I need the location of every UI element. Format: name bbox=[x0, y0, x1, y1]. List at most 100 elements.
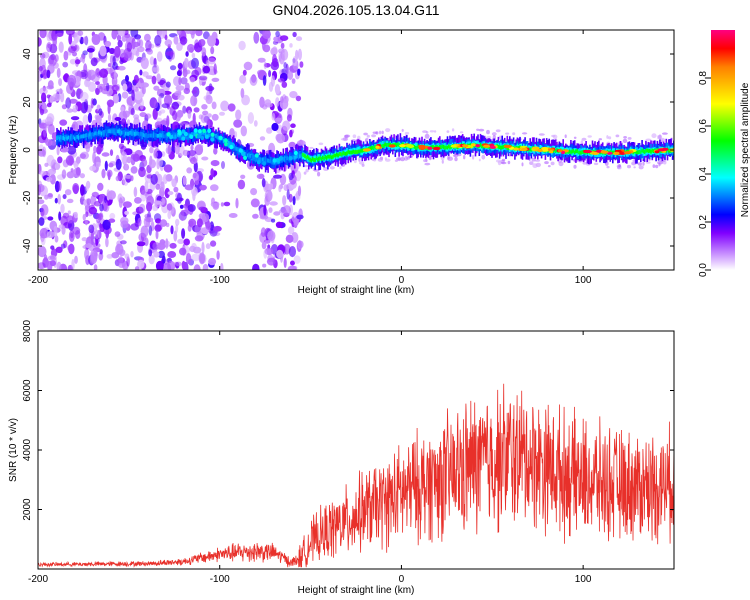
ridge-cell bbox=[665, 149, 668, 154]
ridge-peak bbox=[405, 144, 414, 148]
ridge-cell bbox=[147, 134, 150, 138]
ridge-cell bbox=[263, 158, 266, 162]
noise-blob bbox=[281, 48, 286, 61]
noise-blob bbox=[88, 224, 95, 234]
noise-blob bbox=[72, 226, 81, 235]
noise-blob bbox=[88, 206, 98, 215]
noise-blob bbox=[657, 160, 664, 165]
noise-blob bbox=[82, 114, 89, 126]
ridge-peak bbox=[531, 146, 540, 150]
noise-blob bbox=[177, 62, 183, 70]
noise-blob bbox=[491, 132, 497, 136]
noise-blob bbox=[201, 104, 208, 110]
noise-blob bbox=[107, 171, 111, 181]
noise-blob bbox=[39, 227, 49, 239]
ridge-cell bbox=[417, 144, 419, 149]
noise-blob bbox=[160, 181, 165, 192]
noise-blob bbox=[90, 98, 94, 109]
noise-blob bbox=[144, 180, 149, 193]
noise-blob bbox=[157, 242, 166, 250]
noise-blob bbox=[46, 231, 55, 238]
ridge-cell bbox=[648, 148, 651, 153]
noise-blob bbox=[122, 201, 132, 208]
noise-blob bbox=[69, 98, 78, 104]
noise-blob bbox=[109, 149, 114, 157]
noise-blob bbox=[582, 161, 587, 165]
ridge-cell bbox=[62, 136, 65, 140]
noise-blob bbox=[210, 240, 217, 247]
snr-x-ticks: -200 -100 0 100 bbox=[28, 331, 592, 585]
y-tick-label: 0 bbox=[22, 147, 33, 153]
noise-blob bbox=[256, 173, 265, 180]
noise-blob bbox=[47, 168, 56, 175]
ridge-cell bbox=[338, 152, 341, 156]
ridge-cell bbox=[530, 147, 533, 152]
ridge-cell bbox=[248, 153, 250, 157]
ridge-cell bbox=[262, 157, 264, 162]
noise-blob bbox=[252, 263, 260, 270]
ridge-peak bbox=[177, 129, 182, 134]
noise-blob bbox=[291, 232, 299, 243]
y-tick-label: 20 bbox=[22, 96, 33, 108]
noise-blob bbox=[486, 129, 490, 135]
noise-blob bbox=[126, 156, 132, 164]
ridge-cell bbox=[636, 147, 638, 154]
noise-blob bbox=[273, 211, 281, 216]
x-tick-label: 0 bbox=[399, 574, 405, 585]
ridge-cell bbox=[183, 134, 185, 139]
ridge-cell bbox=[647, 149, 650, 153]
x-tick-label: -200 bbox=[28, 574, 48, 585]
noise-blob bbox=[270, 75, 276, 87]
noise-blob bbox=[257, 69, 266, 77]
noise-blob bbox=[130, 251, 134, 258]
noise-blob bbox=[179, 36, 188, 45]
ridge-cell bbox=[323, 156, 325, 161]
noise-blob bbox=[115, 175, 120, 182]
ridge-cell bbox=[124, 131, 127, 136]
ridge-peak bbox=[623, 151, 632, 155]
noise-blob bbox=[606, 135, 609, 139]
ridge-cell bbox=[669, 149, 671, 153]
ridge-cell bbox=[271, 160, 273, 165]
noise-blob bbox=[358, 157, 361, 162]
noise-blob bbox=[115, 243, 124, 255]
ridge-cell bbox=[99, 130, 101, 135]
noise-blob bbox=[133, 186, 138, 198]
ridge-cell bbox=[122, 130, 124, 134]
noise-blob bbox=[206, 90, 211, 100]
noise-blob bbox=[84, 243, 93, 249]
ridge-peak bbox=[279, 156, 284, 161]
ridge-peak bbox=[558, 149, 563, 153]
ridge-cell bbox=[333, 153, 336, 158]
noise-blob bbox=[155, 218, 162, 224]
noise-blob bbox=[280, 42, 285, 49]
ridge-cell bbox=[299, 154, 301, 159]
ridge-cell bbox=[131, 131, 133, 136]
ridge-cell bbox=[126, 131, 128, 136]
noise-blob bbox=[261, 241, 267, 250]
ridge-cell bbox=[123, 130, 126, 135]
ridge-cell bbox=[66, 136, 68, 141]
ridge-cell bbox=[217, 135, 220, 140]
noise-blob bbox=[55, 88, 64, 94]
noise-blob bbox=[247, 112, 254, 124]
noise-blob bbox=[136, 241, 146, 247]
ridge-cell bbox=[568, 149, 571, 154]
noise-blob bbox=[223, 201, 231, 207]
ridge-cell bbox=[154, 133, 156, 137]
noise-blob bbox=[49, 255, 55, 260]
noise-blob bbox=[275, 221, 283, 228]
noise-blob bbox=[90, 195, 97, 207]
ridge-cell bbox=[477, 140, 479, 148]
ridge-cell bbox=[369, 141, 371, 152]
noise-blob bbox=[184, 57, 189, 69]
noise-blob bbox=[534, 159, 541, 162]
noise-blob bbox=[187, 204, 196, 212]
ridge-cell bbox=[60, 135, 62, 139]
ridge-cell bbox=[89, 132, 91, 137]
noise-blob bbox=[296, 140, 306, 147]
noise-blob bbox=[187, 43, 195, 53]
noise-blob bbox=[365, 137, 369, 142]
ridge-cell bbox=[282, 156, 285, 168]
